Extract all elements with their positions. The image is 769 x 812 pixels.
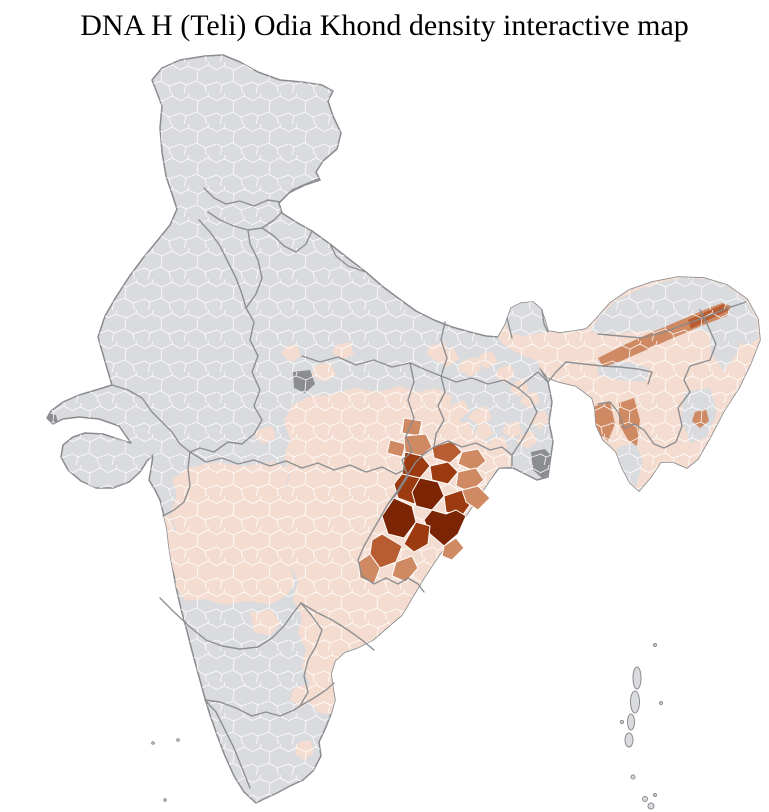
district-cell[interactable] (381, 497, 417, 539)
district-cell[interactable] (457, 448, 487, 472)
lakshadweep-islands[interactable] (151, 738, 180, 802)
district-cell[interactable] (441, 537, 465, 561)
district-cell[interactable] (401, 417, 423, 437)
district-cell[interactable] (386, 439, 407, 458)
district-cell[interactable] (391, 555, 419, 583)
district-cell[interactable] (429, 461, 459, 485)
andaman-nicobar-islands[interactable] (620, 643, 663, 810)
district-cell[interactable] (461, 485, 491, 511)
state-borders (111, 178, 747, 789)
district-boundaries-texture (47, 55, 760, 803)
islands[interactable] (151, 643, 663, 810)
district-cell[interactable] (403, 521, 431, 553)
page-title: DNA H (Teli) Odia Khond density interact… (80, 9, 689, 42)
